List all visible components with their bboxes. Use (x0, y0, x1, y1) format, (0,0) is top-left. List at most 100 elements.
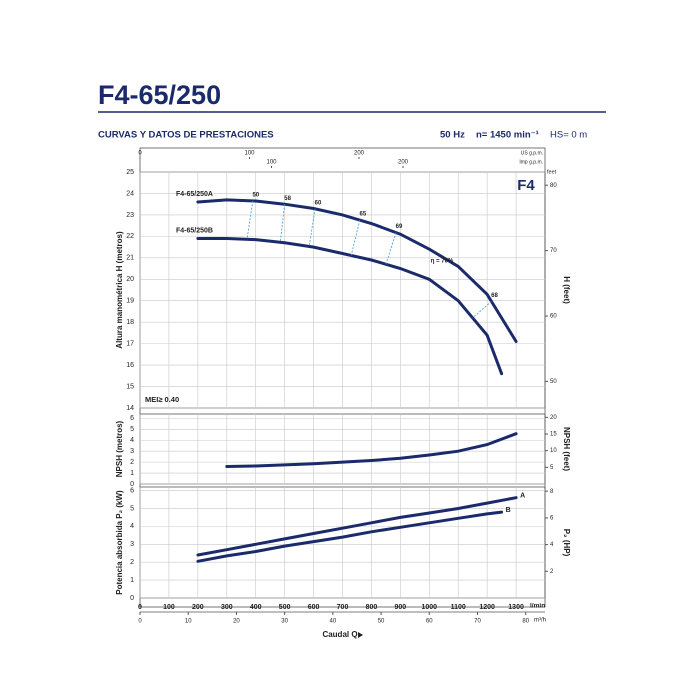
y2-axis-label: H (feet) (562, 276, 571, 304)
top-tick-label: 200 (354, 151, 365, 157)
y2-tick-label: 20 (550, 415, 557, 421)
x-tick-label: 300 (221, 604, 233, 611)
efficiency-label: 58 (284, 196, 291, 202)
y-tick-label: 14 (126, 405, 134, 412)
x-tick-label: 500 (279, 604, 291, 611)
top-axis-label: US g.p.m. (521, 150, 543, 156)
curve (196, 237, 504, 376)
speed: n= 1450 min⁻¹ (476, 130, 539, 141)
y2-tick-label: 80 (550, 183, 557, 189)
bottom-tick-label: 0 (138, 619, 142, 625)
top-axis-label: Imp g.p.m. (519, 159, 543, 165)
y-tick-label: 4 (130, 523, 134, 530)
top-tick-label: 100 (267, 160, 278, 166)
bottom-tick-label: 60 (426, 619, 433, 625)
top-tick-label: 200 (398, 160, 409, 166)
top-tick-label: 0 (138, 151, 142, 157)
y2-tick-label: 50 (550, 379, 557, 385)
efficiency-line (350, 219, 361, 256)
y-tick-label: 15 (126, 383, 134, 390)
efficiency-label: 68 (491, 293, 498, 299)
y-tick-label: 4 (130, 437, 134, 444)
y-tick-label: 1 (130, 470, 134, 477)
y-tick-label: 2 (130, 459, 134, 466)
subtitle: CURVAS Y DATOS DE PRESTACIONES (98, 130, 274, 141)
x-tick-label: 200 (192, 604, 204, 611)
arrow-glyph (358, 632, 363, 638)
efficiency-line (246, 200, 254, 240)
curve (225, 432, 518, 468)
bottom-tick-label: 20 (233, 619, 240, 625)
y2-axis-label: NPSH (feet) (562, 427, 571, 471)
x-tick-label: 600 (308, 604, 320, 611)
y-tick-label: 21 (126, 255, 134, 262)
y2-tick-label: 5 (550, 465, 554, 471)
x-tick-label: 100 (163, 604, 175, 611)
x-tick-label: 0 (138, 604, 142, 611)
bottom-tick-label: 70 (474, 619, 481, 625)
y-tick-label: 2 (130, 559, 134, 566)
bottom-tick-label: 40 (330, 619, 337, 625)
efficiency-label: 60 (315, 200, 322, 206)
y-tick-label: 19 (126, 298, 134, 305)
y-tick-label: 25 (126, 169, 134, 176)
top-tick-label: 100 (244, 151, 255, 157)
y-tick-label: 5 (130, 426, 134, 433)
y-axis-label: NPSH (metros) (115, 420, 124, 477)
bottom-tick-label: 30 (281, 619, 288, 625)
y-tick-label: 3 (130, 448, 134, 455)
page-title: F4-65/250 (98, 80, 221, 110)
x-tick-label: 800 (366, 604, 378, 611)
efficiency-line (279, 204, 286, 243)
efficiency-peak-label: η = 70% (431, 259, 454, 265)
efficiency-label: 69 (396, 224, 403, 230)
y-tick-label: 20 (126, 276, 134, 283)
series-label: A (520, 493, 525, 500)
bottom-tick-label: 80 (522, 619, 529, 625)
curve (196, 496, 518, 557)
x-tick-label: 700 (337, 604, 349, 611)
y2-tick-label: 2 (550, 569, 554, 575)
x-tick-label: 1000 (421, 604, 437, 611)
y2-tick-label: 4 (550, 542, 554, 548)
y-tick-label: 5 (130, 505, 134, 512)
y2-axis-label: P₂ (HP) (562, 529, 571, 557)
y2-unit: feet (547, 169, 557, 175)
efficiency-line (472, 301, 492, 319)
y-tick-label: 6 (130, 415, 134, 422)
y-tick-label: 24 (126, 190, 134, 197)
y-tick-label: 22 (126, 233, 134, 240)
y2-tick-label: 6 (550, 515, 554, 521)
y2-tick-label: 8 (550, 489, 554, 495)
y-tick-label: 1 (130, 577, 134, 584)
x-tick-label: 1300 (508, 604, 524, 611)
efficiency-line (308, 208, 316, 247)
y-tick-label: 18 (126, 319, 134, 326)
y-tick-label: 0 (130, 481, 134, 488)
y2-tick-label: 10 (550, 448, 557, 454)
y2-tick-label: 15 (550, 432, 557, 438)
bottom-tick-label: 10 (185, 619, 192, 625)
x-unit: l/min (530, 603, 545, 610)
x-tick-label: 400 (250, 604, 262, 611)
y-tick-label: 23 (126, 212, 134, 219)
suction-height: HS= 0 m (550, 130, 587, 141)
x-tick-label: 900 (395, 604, 407, 611)
y-tick-label: 6 (130, 487, 134, 494)
series-label: F4-65/250A (176, 191, 213, 198)
y-axis-label: Potencia absorbida P₂ (kW) (115, 490, 124, 595)
frequency: 50 Hz (440, 130, 465, 141)
x-tick-label: 1100 (451, 604, 466, 611)
mei-label: MEI≥ 0.40 (145, 395, 179, 404)
x-tick-label: 1200 (479, 604, 495, 611)
bottom-tick-label: 50 (378, 619, 385, 625)
efficiency-label: 50 (252, 192, 259, 198)
efficiency-label: 65 (360, 212, 367, 218)
curve (196, 510, 504, 563)
y-tick-label: 0 (130, 595, 134, 602)
efficiency-line (385, 232, 397, 265)
y2-tick-label: 60 (550, 314, 557, 320)
y-tick-label: 16 (126, 362, 134, 369)
y-tick-label: 17 (126, 340, 134, 347)
